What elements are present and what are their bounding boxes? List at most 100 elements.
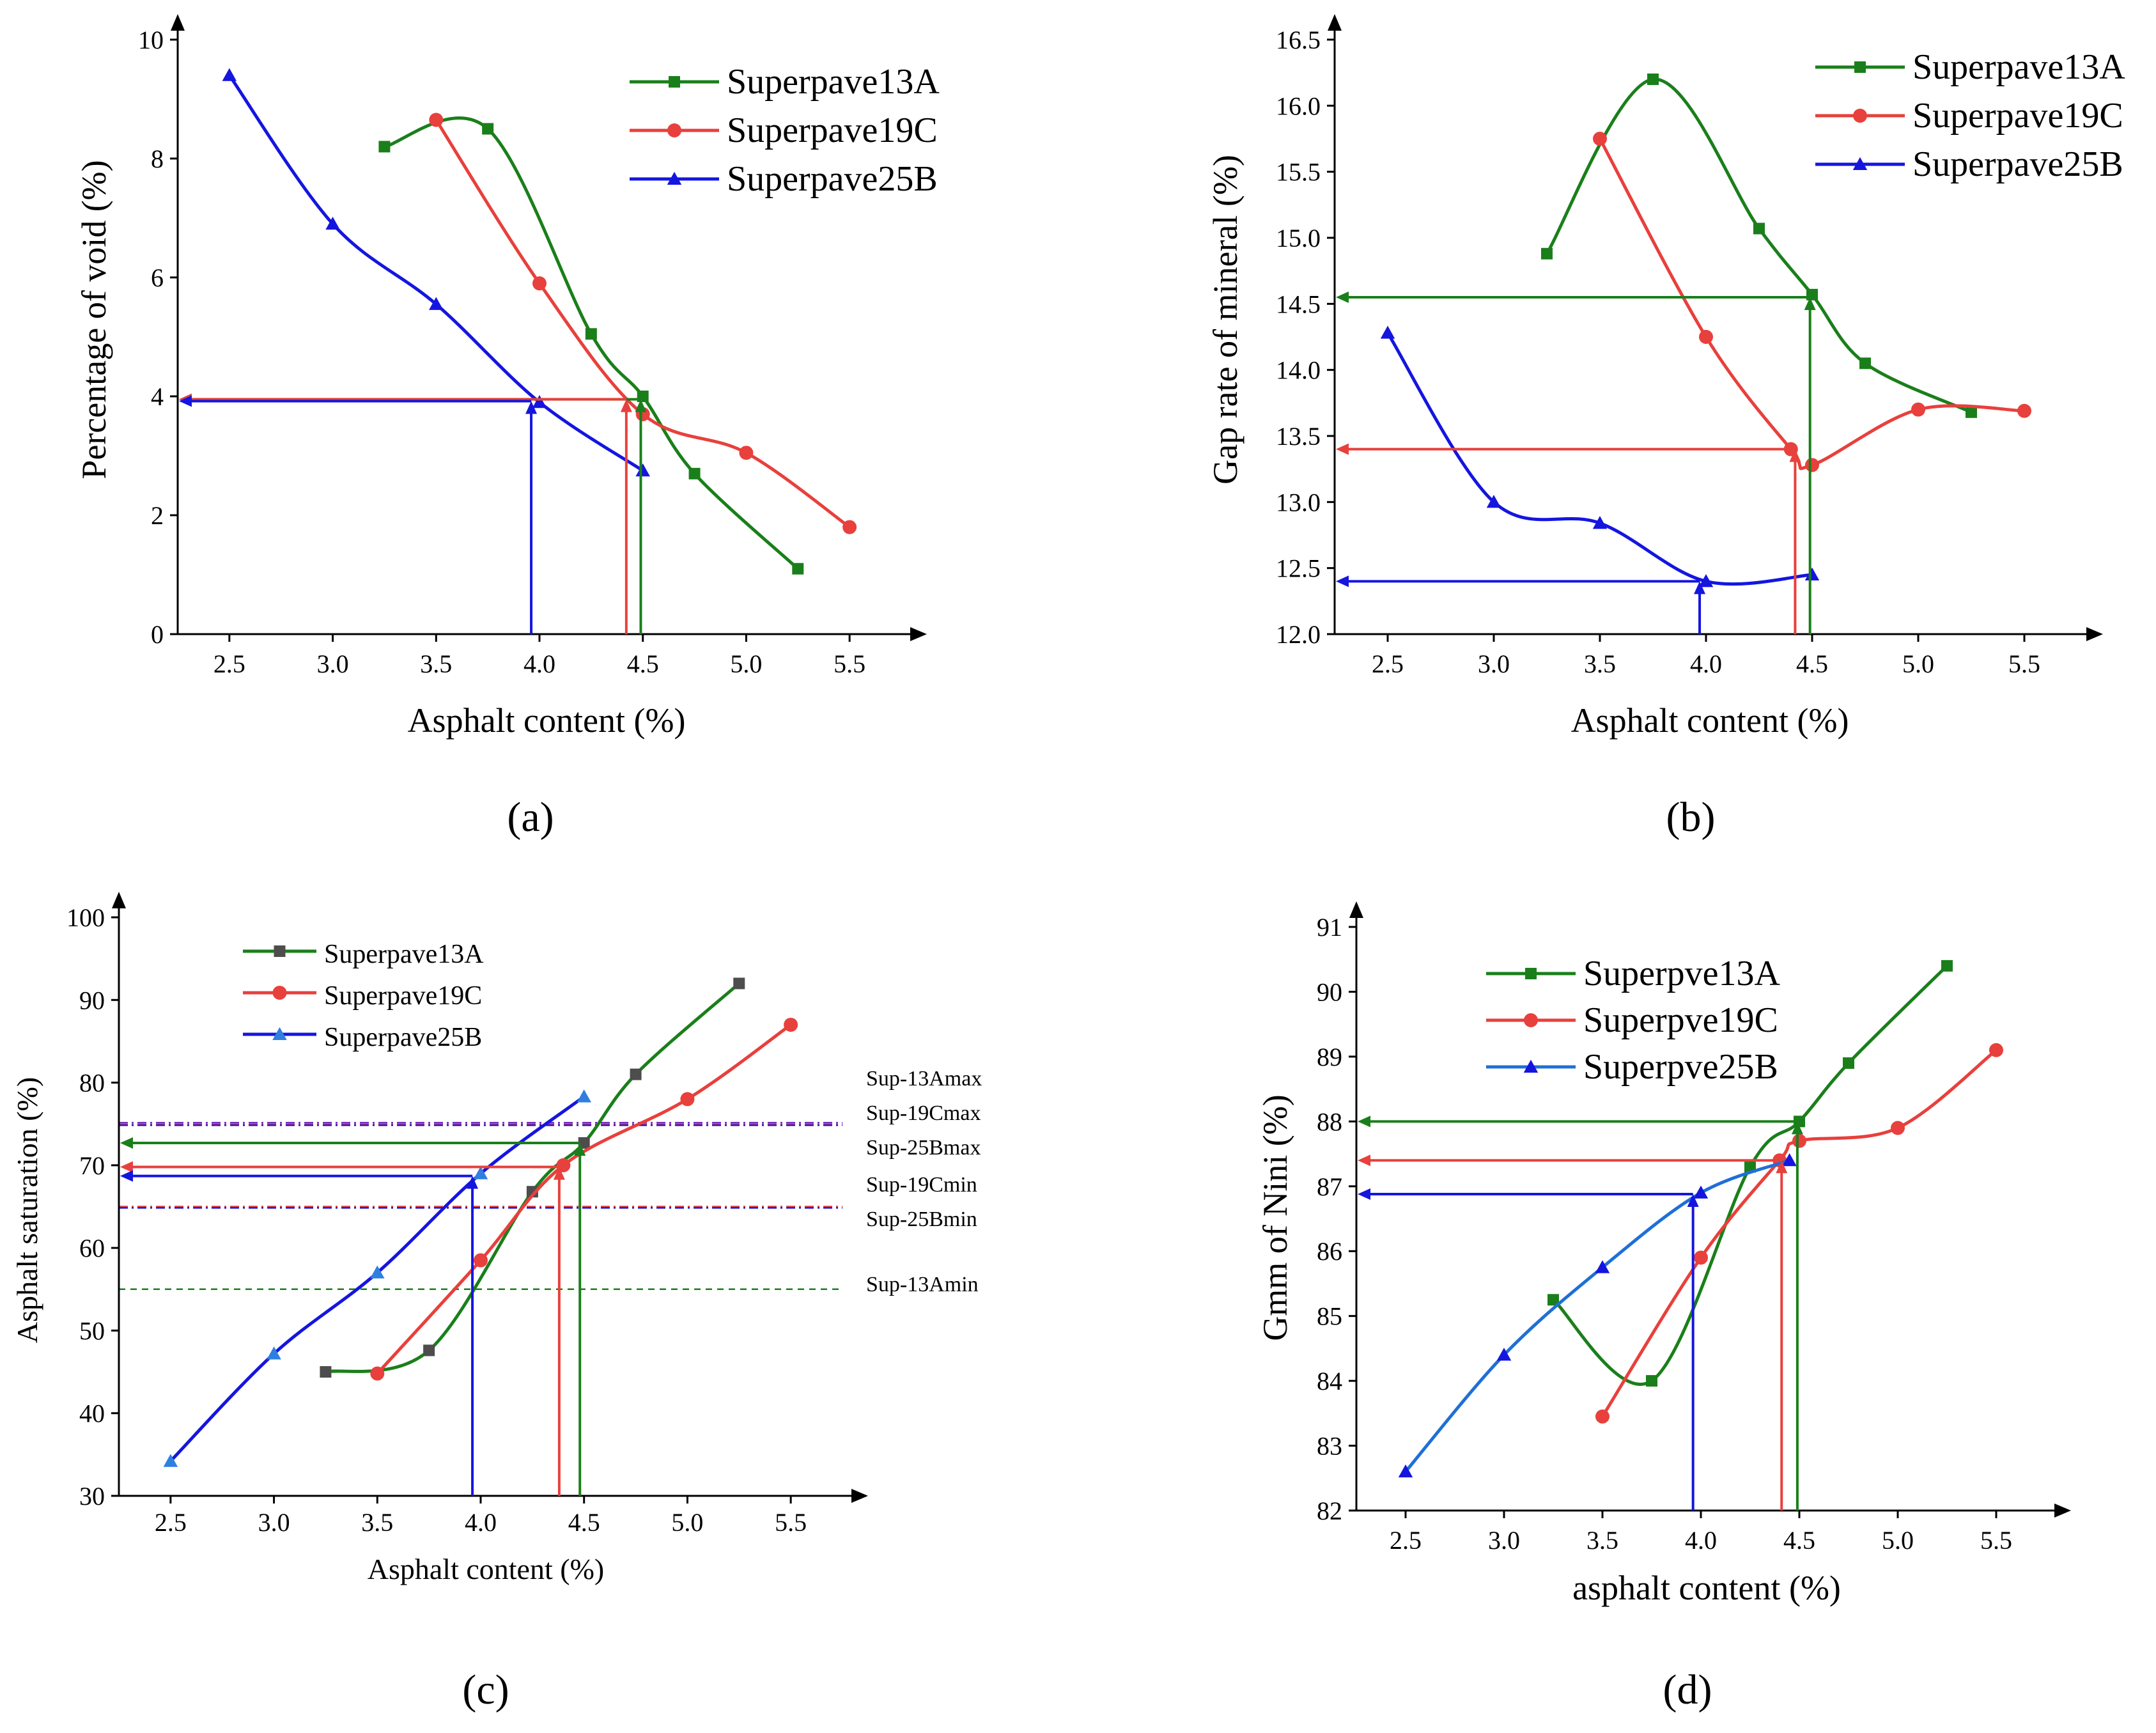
series-Superpave13A	[320, 977, 745, 1378]
legend-label: Superpave25B	[727, 159, 938, 199]
guide-arrow-up	[1694, 581, 1706, 595]
legend-label: Superpave13A	[727, 62, 940, 102]
y-tick-label: 90	[1317, 977, 1342, 1006]
guide-arrow-up	[635, 399, 647, 412]
y-tick-label: 14.0	[1276, 356, 1321, 385]
y-tick-label: 2	[151, 501, 164, 530]
chart-c: Sup-13Amax Sup-19Cmax Sup-25Bmax Sup-19Cmin…	[11, 892, 982, 1713]
x-tick-label: 3.5	[361, 1508, 393, 1537]
y-tick-label: 4	[151, 382, 164, 411]
data-point	[423, 1344, 435, 1356]
data-point	[1694, 1250, 1708, 1265]
x-tick-label: 4.0	[465, 1508, 497, 1537]
x-tick-label: 4.0	[1685, 1526, 1717, 1555]
x-tick-label: 2.5	[1372, 649, 1404, 678]
data-point	[1646, 1375, 1657, 1387]
y-tick-label: 15.5	[1276, 158, 1321, 187]
series-line	[1552, 965, 1948, 1386]
guide-arrow-left	[1358, 1188, 1370, 1200]
guide-arrow-left	[1358, 1115, 1370, 1128]
series-line	[228, 74, 644, 472]
data-point	[1595, 1409, 1609, 1424]
guide-lines	[179, 393, 647, 634]
data-point	[792, 563, 804, 575]
legend-marker	[1853, 109, 1867, 123]
data-point	[163, 1454, 178, 1467]
y-axis-arrow	[1328, 14, 1342, 31]
axes: 2.5 3.0 3.5 4.0 4.5 5.0 5.5 82 83 84 85 86 87 88 89 90 9…	[1317, 901, 2071, 1555]
series-Superpave13A	[1541, 74, 1977, 418]
data-point	[2017, 403, 2031, 418]
panel-label: (a)	[507, 794, 554, 841]
legend-marker	[1852, 157, 1868, 170]
axes: 2.5 3.0 3.5 4.0 4.5 5.0 5.5 0 2 4 6 8 10	[138, 14, 927, 678]
x-tick-label: 5.5	[775, 1508, 807, 1537]
x-tick-label: 5.5	[1980, 1526, 2012, 1555]
series-line	[1601, 1048, 1997, 1418]
series-Superpave19C	[429, 113, 857, 534]
legend-label: Superpave25B	[1912, 144, 2123, 184]
legend-marker	[667, 123, 681, 137]
data-point	[688, 467, 701, 479]
guide-arrow-up	[1776, 1160, 1788, 1174]
legend-marker	[1854, 61, 1866, 73]
x-axis-arrow	[851, 1489, 868, 1503]
y-axis-title: Gmm of Nini (%)	[1256, 1094, 1294, 1341]
data-point	[1805, 458, 1819, 472]
series-line	[1386, 332, 1813, 586]
y-tick-label: 86	[1317, 1237, 1342, 1266]
legend-label: Superpave25B	[324, 1023, 482, 1052]
data-point	[680, 1092, 695, 1107]
legend-label: Superpave13A	[1912, 47, 2125, 87]
series-Superpave25B	[1380, 325, 1820, 587]
guide-lines	[120, 1137, 586, 1496]
data-point	[635, 463, 650, 477]
x-tick-label: 4.0	[1690, 649, 1722, 678]
x-tick-label: 4.5	[627, 649, 659, 678]
x-tick-label: 4.5	[1783, 1526, 1815, 1555]
legend-label: Superpave19C	[324, 981, 482, 1011]
x-tick-label: 5.5	[2008, 649, 2040, 678]
data-point	[1541, 247, 1553, 260]
x-tick-label: 3.0	[317, 649, 349, 678]
data-point	[842, 520, 857, 534]
axes: 2.5 3.0 3.5 4.0 4.5 5.0 5.5 12.0 12.5 13.0 13.5 14.…	[1276, 14, 2103, 678]
legend: Superpave13A Superpave19C Superpave25B	[630, 62, 940, 199]
chart-a: 2.5 3.0 3.5 4.0 4.5 5.0 5.5 0 2 4 6 8 10 Asphalt cont…	[75, 14, 940, 841]
x-tick-label: 5.0	[671, 1508, 703, 1537]
guide-arrow-left	[1336, 443, 1349, 455]
data-point	[1593, 132, 1607, 146]
legend-marker	[669, 76, 680, 88]
x-tick-label: 3.0	[1488, 1526, 1520, 1555]
data-point	[739, 446, 754, 460]
x-tick-label: 5.5	[834, 649, 865, 678]
chart-b: 2.5 3.0 3.5 4.0 4.5 5.0 5.5 12.0 12.5 13.0 13.5 14.…	[1206, 14, 2125, 841]
data-point	[784, 1018, 798, 1032]
data-point	[482, 123, 494, 135]
panel-label: (d)	[1663, 1667, 1712, 1713]
y-axis-arrow	[171, 14, 185, 31]
data-point	[1792, 1133, 1806, 1148]
data-point	[1804, 567, 1820, 580]
x-axis-arrow	[910, 627, 927, 641]
x-axis-arrow	[2054, 1504, 2071, 1518]
panel-label: (c)	[462, 1667, 509, 1713]
y-tick-label: 50	[79, 1316, 105, 1345]
y-tick-label: 30	[79, 1482, 105, 1511]
data-point	[1592, 516, 1608, 529]
y-tick-label: 85	[1317, 1302, 1342, 1331]
data-point	[1380, 325, 1395, 339]
data-point	[473, 1166, 488, 1179]
series-Superpave13A	[378, 116, 804, 575]
guide-arrow-up	[1791, 1121, 1803, 1135]
legend-marker	[272, 986, 287, 1000]
data-point	[1806, 288, 1818, 300]
x-axis-arrow	[2086, 627, 2103, 641]
data-point	[222, 68, 237, 81]
series-Superpave25B	[222, 68, 650, 477]
data-point	[1782, 1153, 1797, 1167]
data-point	[474, 1253, 488, 1268]
data-point	[577, 1089, 591, 1103]
guide-arrow-up	[525, 401, 538, 414]
data-point	[733, 977, 745, 990]
